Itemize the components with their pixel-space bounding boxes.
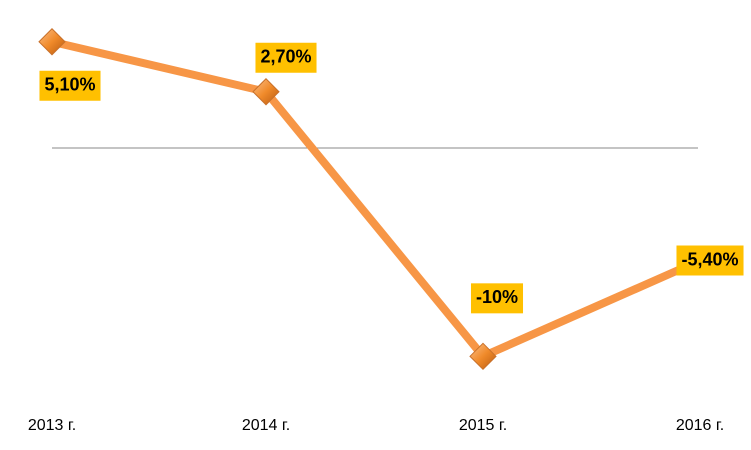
marker — [252, 78, 280, 106]
line — [51, 37, 702, 361]
marker — [469, 342, 497, 371]
value-label: 5,10% — [44, 75, 95, 95]
x-tick-label: 2016 г. — [676, 417, 724, 434]
marker — [38, 28, 66, 56]
value-label-bg — [676, 245, 744, 276]
x-tick-label: 2013 г. — [28, 417, 76, 434]
value-label-bg — [255, 42, 317, 73]
value-label-bg — [39, 70, 101, 101]
value-label: -10% — [476, 287, 518, 307]
value-label: 2,70% — [260, 47, 311, 67]
value-label: -5,40% — [681, 249, 738, 269]
value-label-bg — [470, 283, 524, 314]
x-tick-label: 2015 г. — [459, 417, 507, 434]
x-tick-label: 2014 г. — [242, 417, 290, 434]
